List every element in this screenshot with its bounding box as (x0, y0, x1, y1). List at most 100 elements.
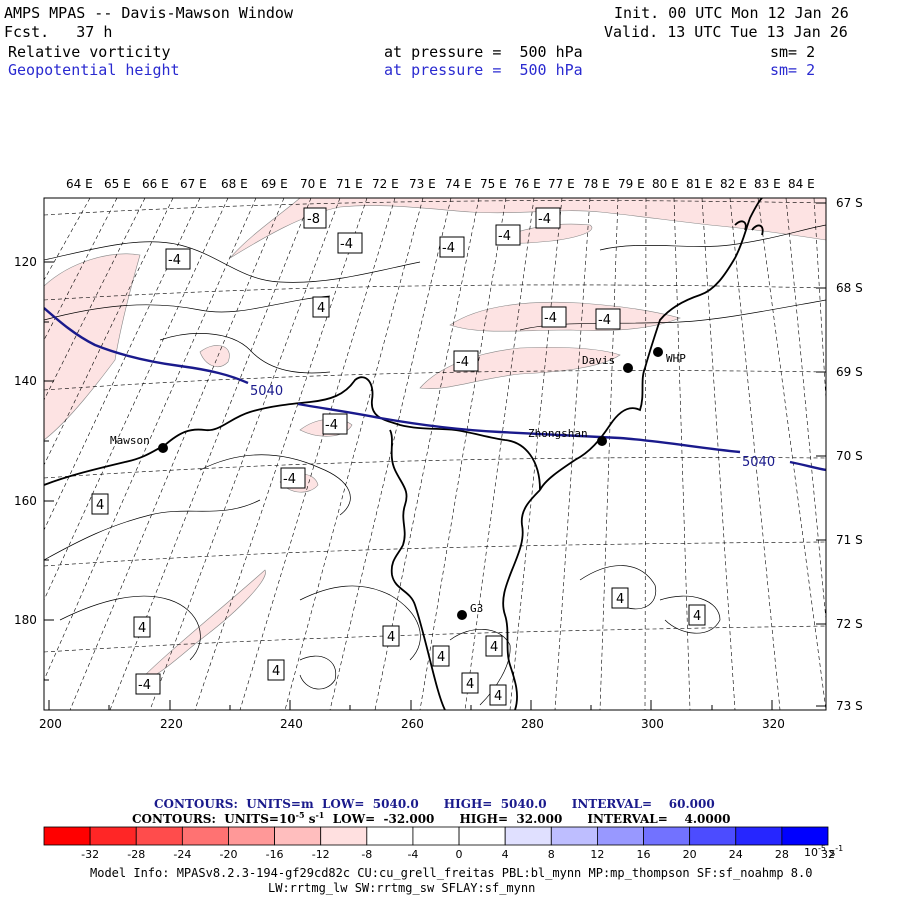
height-label-5040-1: 5040 (250, 384, 283, 399)
meridian-78E (374, 198, 480, 710)
station-g3: G3 (457, 602, 483, 620)
svg-text:4: 4 (466, 677, 474, 692)
svg-text:-4: -4 (498, 229, 511, 244)
parallel-72S (44, 625, 826, 653)
vort-west-small (199, 345, 230, 367)
parallel-67S (44, 200, 826, 216)
vort-label: -4 (541, 306, 567, 328)
vorticity-labels: -8 -4 -4 -4 -4 -4 -4 -4 -4 -4 -4 -4 4 4 … (91, 207, 706, 706)
vort-label: -4 (337, 232, 363, 254)
meridian-84E (644, 198, 647, 710)
svg-text:-4: -4 (340, 237, 353, 252)
right-axis-labels: 67 S 68 S 69 S 70 S 71 S 72 S 73 S (836, 196, 863, 713)
svg-text:Davis: Davis (582, 354, 615, 367)
meridian-69E (44, 198, 229, 601)
vorticity-contour-legend: CONTOURS: UNITS=10-5 s-1 LOW= -32.000 HI… (132, 810, 731, 826)
svg-text:Mawson: Mawson (110, 434, 150, 447)
grid-x-label: 280 (521, 717, 544, 731)
grid-y-label: 160 (14, 494, 37, 508)
colorbar-tick-label: -20 (219, 848, 237, 861)
colorbar-swatch (689, 826, 737, 846)
vort-label: 4 (133, 616, 151, 638)
vort-label: 4 (688, 604, 706, 626)
meridian-87E (729, 198, 781, 710)
lon-label: 79 E (618, 177, 645, 191)
vort-contour-7 (59, 595, 201, 661)
vort-label: -4 (495, 224, 521, 246)
field2-name: Geopotential height (8, 61, 180, 79)
colorbar-tick-label: 12 (590, 848, 604, 861)
parallel-69S (44, 370, 826, 391)
lon-label: 81 E (686, 177, 713, 191)
vort-label: -4 (595, 308, 621, 330)
meridian-82E (554, 198, 591, 710)
vort-label: 4 (382, 625, 400, 647)
colorbar-tick-label: -24 (173, 848, 191, 861)
geopotential-height-contour (44, 307, 826, 472)
lon-label: 75 E (480, 177, 507, 191)
svg-text:-4: -4 (538, 212, 551, 227)
colorbar-swatch (643, 826, 691, 846)
meridian-68E (44, 198, 201, 531)
svg-text:4: 4 (272, 664, 280, 679)
meridian-66E (44, 198, 146, 401)
vort-label: 4 (485, 635, 503, 657)
meridian-70E (44, 198, 257, 681)
vort-label: 4 (91, 493, 109, 515)
lon-label: 72 E (372, 177, 399, 191)
colorbar-tick-label: 4 (502, 848, 509, 861)
meridian-64E (44, 198, 91, 281)
colorbar-swatch (89, 826, 137, 846)
meridian-76E (284, 198, 424, 710)
lon-label: 66 E (142, 177, 169, 191)
meridian-77E (329, 198, 452, 710)
colorbar-tick-label: -16 (266, 848, 284, 861)
lon-label: 74 E (445, 177, 472, 191)
svg-text:4: 4 (387, 630, 395, 645)
svg-text:4: 4 (490, 640, 498, 655)
grid-x-label: 220 (160, 717, 183, 731)
field1-smoothing: sm= 2 (770, 43, 816, 61)
svg-text:4: 4 (96, 498, 104, 513)
parallel-68S (44, 284, 826, 301)
map-title: AMPS MPAS -- Davis-Mawson Window (4, 4, 293, 22)
grid-x-label: 320 (762, 717, 785, 731)
meridian-74E (194, 198, 368, 710)
station-mawson: Mawson (110, 434, 168, 453)
meridian-65E (44, 198, 118, 341)
coast-main (44, 198, 763, 491)
left-axis-labels: 120 140 160 180 (14, 255, 37, 627)
height-contour-legend: CONTOURS: UNITS=m LOW= 5040.0 HIGH= 5040… (154, 797, 715, 811)
lon-label: 78 E (583, 177, 610, 191)
vort-label: -8 (303, 207, 327, 229)
meridian-75E (239, 198, 396, 710)
vort-label: -4 (135, 673, 161, 695)
colorbar-swatch (320, 826, 368, 846)
colorbar-tick-label: -12 (312, 848, 330, 861)
negative-vorticity-fill (44, 198, 826, 681)
colorbar-tick-label: 28 (775, 848, 789, 861)
lon-label: 67 E (180, 177, 207, 191)
station-davis: Davis (582, 354, 633, 373)
vort-south-streak (139, 569, 266, 681)
colorbar-swatch (228, 826, 275, 846)
colorbar-tick-label: -32 (81, 848, 99, 861)
svg-text:4: 4 (494, 689, 502, 704)
colorbar-swatch (181, 826, 229, 846)
colorbar-swatch (504, 826, 552, 846)
vort-label: 4 (611, 587, 629, 609)
parallel-70S (44, 457, 826, 479)
bottom-axis-labels: 200 220 240 260 280 300 320 (39, 717, 785, 731)
lat-label: 71 S (836, 533, 863, 547)
vort-label: -4 (535, 207, 561, 229)
colorbar-tick-label: -4 (407, 848, 418, 861)
parallel-71S (44, 541, 826, 567)
grid-y-label: 180 (14, 613, 37, 627)
lon-label: 77 E (548, 177, 575, 191)
svg-text:-4: -4 (138, 678, 151, 693)
svg-text:G3: G3 (470, 602, 483, 615)
colorbar-swatch (550, 826, 598, 846)
svg-text:4: 4 (437, 650, 445, 665)
grid-x-label: 300 (641, 717, 664, 731)
colorbar-tick-label: 8 (548, 848, 555, 861)
